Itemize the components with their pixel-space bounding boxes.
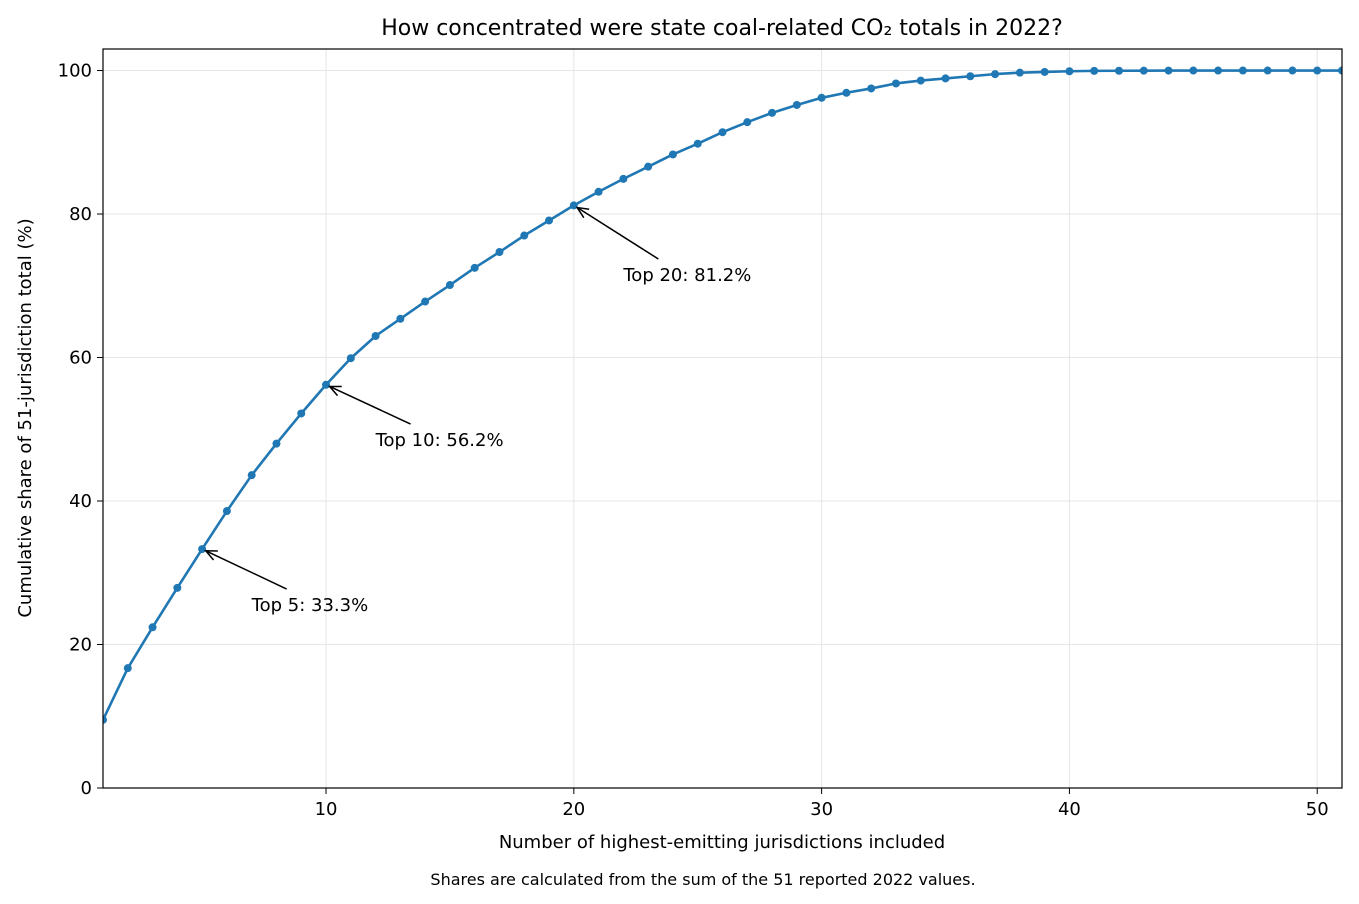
data-point [1065, 67, 1074, 76]
annotation-arrow [576, 206, 659, 260]
annotation-arrowhead [204, 550, 218, 561]
data-point [768, 108, 777, 117]
y-tick-label: 100 [58, 61, 92, 82]
y-tick-label: 0 [81, 778, 92, 799]
data-point [966, 72, 975, 81]
data-point [445, 281, 454, 290]
data-point [173, 583, 182, 592]
data-point [891, 79, 900, 88]
data-point [495, 248, 504, 257]
data-point [594, 187, 603, 196]
annotation-arrow [205, 550, 288, 590]
data-point [1214, 66, 1223, 75]
data-point [1090, 66, 1099, 75]
data-point [916, 76, 925, 85]
data-point [545, 216, 554, 225]
annotation-label: Top 10: 56.2% [375, 430, 504, 451]
x-tick-label: 40 [1058, 799, 1081, 820]
data-point [817, 93, 826, 102]
data-point [842, 88, 851, 97]
annotation-arrowhead [575, 206, 590, 219]
data-point [1114, 66, 1123, 75]
x-tick-label: 10 [315, 799, 338, 820]
data-point [792, 100, 801, 109]
data-point [1338, 66, 1342, 75]
x-tick-label: 20 [562, 799, 585, 820]
x-tick-label: 30 [810, 799, 833, 820]
y-tick-label: 40 [69, 491, 92, 512]
annotation-label: Top 5: 33.3% [251, 595, 369, 616]
data-point [1139, 66, 1148, 75]
data-point [421, 297, 430, 306]
footnote: Shares are calculated from the sum of th… [430, 870, 975, 889]
data-point [123, 664, 132, 673]
plot-area-frame [102, 48, 1343, 789]
data-point [619, 174, 628, 183]
data-point [272, 439, 281, 448]
data-point [941, 74, 950, 83]
data-point [1263, 66, 1272, 75]
y-axis-label: Cumulative share of 51-jurisdiction tota… [15, 218, 36, 617]
data-point [222, 507, 231, 516]
data-point [991, 70, 1000, 79]
data-point [198, 545, 207, 554]
annotation-arrow [329, 385, 411, 425]
axes: 10 20 30 40 50 0 20 40 60 80 100 [58, 61, 1329, 820]
data-point [1040, 67, 1049, 76]
data-point [1164, 66, 1173, 75]
data-point [718, 128, 727, 137]
y-tick-label: 80 [69, 204, 92, 225]
series-layer [103, 66, 1342, 724]
data-point [346, 354, 355, 363]
annotations: Top 5: 33.3% Top 10: 56.2% Top 20: 81.2% [204, 206, 751, 616]
data-point [668, 150, 677, 159]
data-point [371, 331, 380, 340]
x-axis-label: Number of highest-emitting jurisdictions… [499, 832, 945, 853]
data-point [148, 623, 157, 632]
annotation-arrowhead [328, 385, 342, 397]
data-point [103, 715, 107, 724]
data-point [867, 84, 876, 93]
annotation-label: Top 20: 81.2% [622, 265, 751, 286]
y-tick-label: 60 [69, 348, 92, 369]
data-point [247, 471, 256, 480]
data-point [297, 409, 306, 418]
series-line [103, 69, 1342, 721]
chart-title: How concentrated were state coal-related… [381, 16, 1063, 41]
data-point [743, 118, 752, 127]
data-point [396, 314, 405, 323]
data-point [1189, 66, 1198, 75]
data-point [470, 263, 479, 272]
data-point [1313, 66, 1322, 75]
data-point [322, 380, 331, 389]
grid-lines [103, 49, 1342, 789]
data-point [1015, 68, 1024, 77]
y-tick-label: 20 [69, 635, 92, 656]
data-point [520, 231, 529, 240]
data-point [1238, 66, 1247, 75]
data-point [693, 139, 702, 148]
data-point [1288, 66, 1297, 75]
data-point [569, 201, 578, 210]
x-tick-label: 50 [1306, 799, 1329, 820]
data-point [644, 162, 653, 171]
